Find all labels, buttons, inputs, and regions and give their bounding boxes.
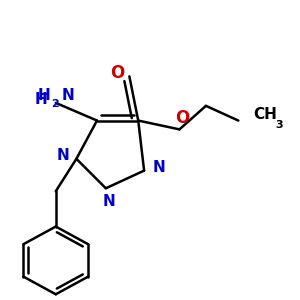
Text: CH: CH <box>253 107 277 122</box>
Text: 3: 3 <box>275 120 283 130</box>
Text: O: O <box>110 64 125 82</box>
Text: H: H <box>35 92 47 107</box>
Text: 2: 2 <box>51 99 59 110</box>
Text: O: O <box>175 109 190 127</box>
Text: N: N <box>102 194 115 209</box>
Text: N: N <box>62 88 74 103</box>
Text: H: H <box>37 88 50 103</box>
Text: A: A <box>31 92 32 93</box>
Text: N: N <box>152 160 165 175</box>
Text: N: N <box>57 148 70 164</box>
